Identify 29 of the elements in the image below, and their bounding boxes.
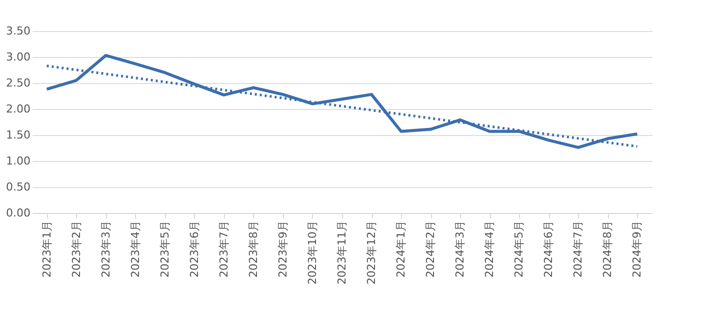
x-tick-label: 2023年2月 <box>70 220 83 278</box>
y-tick-label: 1.50 <box>6 128 30 142</box>
x-tick-label: 2023年11月 <box>336 220 348 284</box>
x-tick-label: 2024年8月 <box>601 220 614 278</box>
x-tick-label: 2023年7月 <box>217 220 230 278</box>
x-tick-label: 2023年9月 <box>276 220 290 278</box>
x-tick-label: 2024年1月 <box>394 220 408 278</box>
y-tick-label: 0.00 <box>6 206 30 220</box>
x-tick-label: 2023年3月 <box>99 220 112 278</box>
x-tick-label: 2023年1月 <box>40 220 54 278</box>
x-tick-label: 2024年2月 <box>424 220 438 278</box>
x-tick-label: 2024年4月 <box>483 220 496 278</box>
y-tick-label: 3.00 <box>6 50 30 64</box>
y-tick-label: 2.00 <box>6 102 30 116</box>
x-tick-label: 2024年7月 <box>572 220 585 278</box>
y-tick-label: 2.50 <box>6 76 30 90</box>
y-tick-label: 3.50 <box>6 24 30 38</box>
x-tick-label: 2023年10月 <box>306 220 319 284</box>
x-tick-label: 2024年5月 <box>512 220 526 278</box>
x-tick-label: 2024年3月 <box>454 220 467 278</box>
x-tick-label: 2024年9月 <box>630 220 644 278</box>
x-tick-label: 2023年4月 <box>128 220 142 278</box>
x-tick-label: 2024年6月 <box>542 220 556 278</box>
x-tick-label: 2023年12月 <box>365 220 378 284</box>
x-tick-label: 2023年6月 <box>188 220 201 278</box>
y-tick-label: 0.50 <box>6 180 30 194</box>
x-tick-label: 2023年8月 <box>246 220 260 278</box>
x-tick-label: 2023年5月 <box>158 220 172 278</box>
y-tick-label: 1.00 <box>6 154 30 168</box>
